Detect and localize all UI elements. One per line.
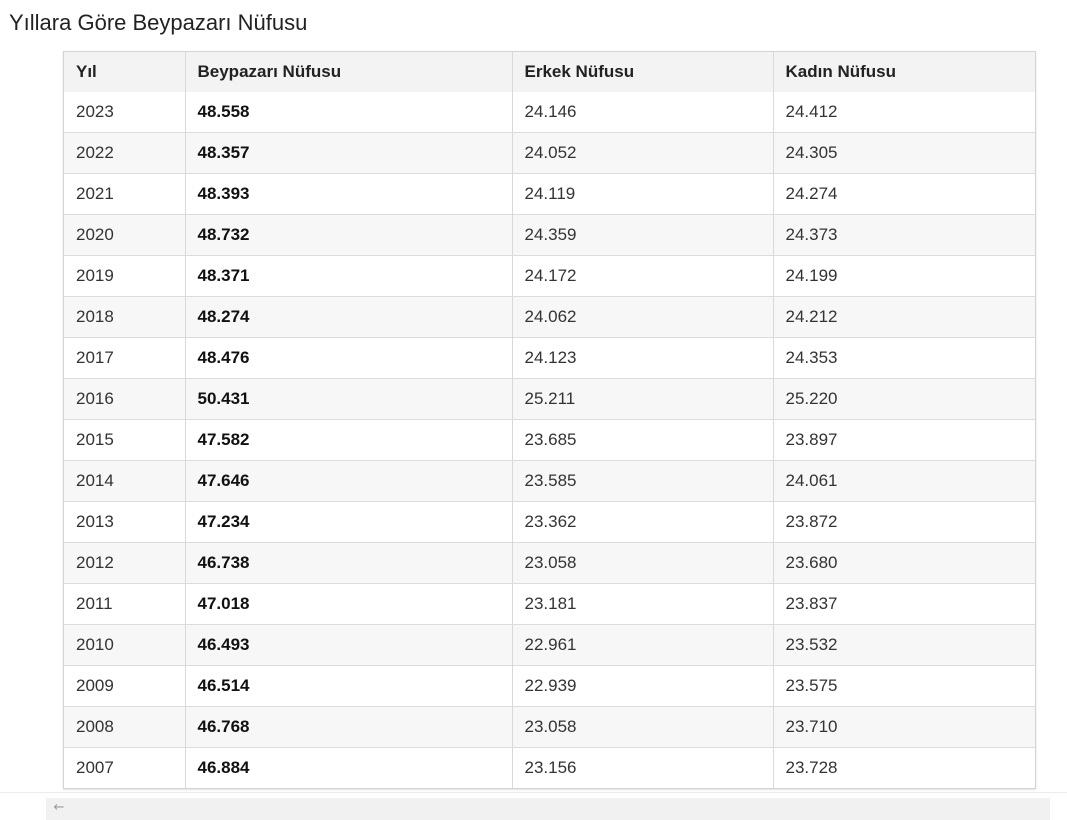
- cell-year: 2013: [64, 501, 185, 543]
- cell-female-population: 23.680: [772, 542, 1035, 584]
- cell-female-population: 24.199: [772, 255, 1035, 297]
- table-row: 2011 47.018 23.181 23.837: [64, 583, 1035, 625]
- cell-year: 2021: [64, 173, 185, 215]
- table-row: 2022 48.357 24.052 24.305: [64, 132, 1035, 174]
- population-table: Yıl Beypazarı Nüfusu Erkek Nüfusu Kadın …: [64, 52, 1035, 788]
- table-row: 2007 46.884 23.156 23.728: [64, 747, 1035, 788]
- cell-total-population: 47.646: [184, 460, 512, 502]
- cell-male-population: 24.062: [511, 296, 773, 338]
- arrow-left-icon[interactable]: ←: [53, 800, 65, 815]
- table-row: 2012 46.738 23.058 23.680: [64, 542, 1035, 584]
- table-body: 2023 48.558 24.146 24.412 2022 48.357 24.052 24…: [64, 92, 1035, 788]
- cell-year: 2018: [64, 296, 185, 338]
- cell-male-population: 25.211: [511, 378, 773, 420]
- cell-male-population: 24.172: [511, 255, 773, 297]
- table-row: 2016 50.431 25.211 25.220: [64, 378, 1035, 420]
- cell-year: 2008: [64, 706, 185, 748]
- table-row: 2018 48.274 24.062 24.212: [64, 296, 1035, 338]
- cell-total-population: 46.493: [184, 624, 512, 666]
- table-row: 2019 48.371 24.172 24.199: [64, 255, 1035, 297]
- cell-total-population: 48.357: [184, 132, 512, 174]
- cell-male-population: 22.939: [511, 665, 773, 707]
- cell-female-population: 23.532: [772, 624, 1035, 666]
- cell-year: 2023: [76, 102, 114, 121]
- cell-male-population: 23.585: [511, 460, 773, 502]
- cell-year: 2020: [64, 214, 185, 256]
- cell-male-population: 23.156: [511, 747, 773, 788]
- cell-year: 2011: [64, 583, 185, 625]
- cell-total-population: 48.476: [184, 337, 512, 379]
- cell-year: 2019: [64, 255, 185, 297]
- cell-male-population: 24.146: [511, 92, 773, 133]
- cell-total-population: 47.234: [184, 501, 512, 543]
- cell-year: 2022: [64, 132, 185, 174]
- cell-total-population: 48.274: [184, 296, 512, 338]
- cell-female-population: 23.837: [772, 583, 1035, 625]
- cell-year: 2015: [64, 419, 185, 461]
- cell-female-population: 24.305: [772, 132, 1035, 174]
- cell-female-population: 23.872: [772, 501, 1035, 543]
- cell-male-population: 23.058: [511, 706, 773, 748]
- cell-female-population: 24.373: [772, 214, 1035, 256]
- cell-male-population: 24.052: [511, 132, 773, 174]
- cell-female-population: 24.412: [772, 92, 1035, 133]
- cell-year: 2014: [64, 460, 185, 502]
- cell-female-population: 23.728: [772, 747, 1035, 788]
- cell-male-population: 23.362: [511, 501, 773, 543]
- cell-female-population: 24.353: [772, 337, 1035, 379]
- table-header-row: Yıl Beypazarı Nüfusu Erkek Nüfusu Kadın …: [64, 52, 1035, 92]
- cell-male-population: 24.359: [511, 214, 773, 256]
- column-header-male-population: Erkek Nüfusu: [511, 52, 773, 92]
- table-row: 2009 46.514 22.939 23.575: [64, 665, 1035, 707]
- table-row: 2021 48.393 24.119 24.274: [64, 173, 1035, 215]
- table-row: 2010 46.493 22.961 23.532: [64, 624, 1035, 666]
- cell-year: 2009: [64, 665, 185, 707]
- cell-total-population: 47.582: [184, 419, 512, 461]
- cell-total-population: 48.558: [184, 92, 512, 133]
- table-row: 2013 47.234 23.362 23.872: [64, 501, 1035, 543]
- cell-male-population: 23.685: [511, 419, 773, 461]
- cell-female-population: 23.897: [772, 419, 1035, 461]
- table-row: 2023 48.558 24.146 24.412: [64, 92, 1035, 133]
- cell-female-population: 23.575: [772, 665, 1035, 707]
- table-row: 2020 48.732 24.359 24.373: [64, 214, 1035, 256]
- cell-male-population: 23.181: [511, 583, 773, 625]
- cell-female-population: 24.061: [772, 460, 1035, 502]
- cell-male-population: 22.961: [511, 624, 773, 666]
- table-row: 2008 46.768 23.058 23.710: [64, 706, 1035, 748]
- horizontal-scrollbar[interactable]: ←: [0, 792, 1067, 820]
- cell-male-population: 24.123: [511, 337, 773, 379]
- cell-total-population: 48.371: [184, 255, 512, 297]
- column-header-female-population: Kadın Nüfusu: [772, 52, 1035, 92]
- cell-year: 2016: [64, 378, 185, 420]
- cell-total-population: 46.514: [184, 665, 512, 707]
- cell-total-population: 48.393: [184, 173, 512, 215]
- page-title: Yıllara Göre Beypazarı Nüfusu: [9, 10, 308, 35]
- table-row: 2015 47.582 23.685 23.897: [64, 419, 1035, 461]
- cell-total-population: 46.768: [184, 706, 512, 748]
- scrollbar-track[interactable]: [46, 798, 1050, 820]
- cell-female-population: 25.220: [772, 378, 1035, 420]
- column-header-total-population: Beypazarı Nüfusu: [184, 52, 512, 92]
- cell-total-population: 46.884: [184, 747, 512, 788]
- cell-year: 2010: [64, 624, 185, 666]
- cell-year: 2012: [64, 542, 185, 584]
- cell-total-population: 47.018: [184, 583, 512, 625]
- cell-female-population: 24.212: [772, 296, 1035, 338]
- cell-year: 2017: [64, 337, 185, 379]
- cell-total-population: 50.431: [184, 378, 512, 420]
- cell-total-population: 48.732: [184, 214, 512, 256]
- cell-female-population: 23.710: [772, 706, 1035, 748]
- cell-male-population: 24.119: [511, 173, 773, 215]
- cell-female-population: 24.274: [772, 173, 1035, 215]
- table-row: 2017 48.476 24.123 24.353: [64, 337, 1035, 379]
- population-table-container: Yıl Beypazarı Nüfusu Erkek Nüfusu Kadın …: [63, 51, 1036, 789]
- table-row: 2014 47.646 23.585 24.061: [64, 460, 1035, 502]
- cell-year: 2007: [64, 747, 185, 788]
- cell-total-population: 46.738: [184, 542, 512, 584]
- cell-male-population: 23.058: [511, 542, 773, 584]
- column-header-year: Yıl: [64, 52, 185, 92]
